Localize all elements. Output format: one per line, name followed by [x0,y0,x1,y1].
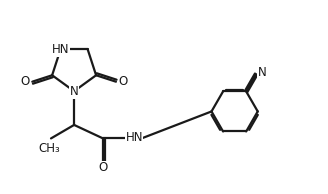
Text: CH₃: CH₃ [38,142,60,155]
Text: O: O [118,75,128,88]
Text: O: O [21,75,30,88]
Text: HN: HN [52,43,69,56]
Text: HN: HN [125,131,143,144]
Text: O: O [98,161,108,174]
Text: N: N [257,66,266,79]
Text: N: N [70,85,78,98]
